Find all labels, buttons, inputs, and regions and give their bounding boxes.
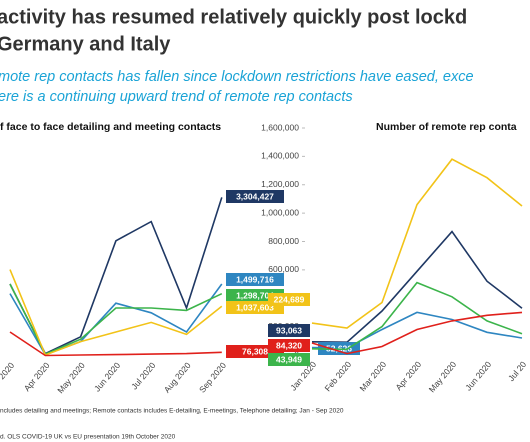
x-tick-label: Jun 2020	[92, 360, 122, 393]
data-line	[311, 311, 523, 355]
slide-title: activity has resumed relatively quickly …	[0, 6, 467, 28]
footnote: ncludes detailing and meetings; Remote c…	[0, 408, 344, 415]
chart-title: Number of remote rep conta	[376, 121, 517, 133]
data-label-box	[268, 293, 310, 306]
data-line	[9, 269, 223, 357]
data-label-box	[268, 353, 310, 366]
data-line	[311, 158, 523, 329]
data-label-box	[226, 273, 284, 286]
y-tick-label: 600,000	[268, 264, 299, 274]
data-label: 93,063	[276, 325, 302, 335]
slide-subtitle: ere is a continuing upward trend of remo…	[0, 89, 353, 105]
x-tick-label: Aug 2020	[162, 360, 193, 395]
data-label: 84,320	[276, 340, 302, 350]
data-line	[311, 230, 523, 344]
x-tick-label: Apr 2020	[393, 359, 423, 392]
x-tick-label: Mar 2020	[358, 359, 389, 393]
data-label-box	[268, 324, 310, 337]
data-label: 1,298,704	[236, 290, 274, 300]
data-label: 52,626	[326, 343, 352, 353]
data-label: 1,037,603	[236, 302, 274, 312]
data-line	[9, 331, 222, 357]
slide-title: Germany and Italy	[0, 33, 171, 55]
data-line	[9, 197, 223, 355]
y-tick-label: 800,000	[268, 236, 299, 246]
x-tick-label: ar 2020	[0, 360, 16, 389]
footnote: d. OLS COVID-19 UK vs EU presentation 19…	[0, 434, 176, 441]
x-tick-label: May 2020	[55, 360, 87, 395]
x-tick-label: Jun 2020	[463, 359, 493, 392]
y-tick-label: 1,400,000	[261, 151, 299, 161]
data-label: 76,308	[242, 346, 268, 356]
data-label-box	[268, 339, 310, 352]
x-tick-label: Feb 2020	[323, 359, 354, 393]
x-tick-label: Jul 20	[506, 359, 528, 383]
x-tick-label: May 2020	[427, 359, 459, 394]
x-tick-label: Sep 2020	[197, 360, 228, 395]
data-line	[311, 281, 523, 351]
slide-subtitle: mote rep contacts has fallen since lockd…	[0, 69, 474, 85]
y-tick-label: 1,000,000	[261, 207, 299, 217]
data-label: 43,949	[276, 354, 302, 364]
x-tick-label: Jul 2020	[129, 360, 157, 391]
data-label: 3,304,427	[236, 191, 274, 201]
y-tick-label: 1,200,000	[261, 179, 299, 189]
chart-title: f face to face detailing and meeting con…	[0, 121, 221, 133]
y-tick-label: 1,600,000	[261, 122, 299, 132]
data-label: 1,499,716	[236, 274, 274, 284]
data-label-box	[226, 190, 284, 203]
data-label: 224,689	[274, 294, 305, 304]
x-tick-label: Apr 2020	[22, 360, 52, 393]
